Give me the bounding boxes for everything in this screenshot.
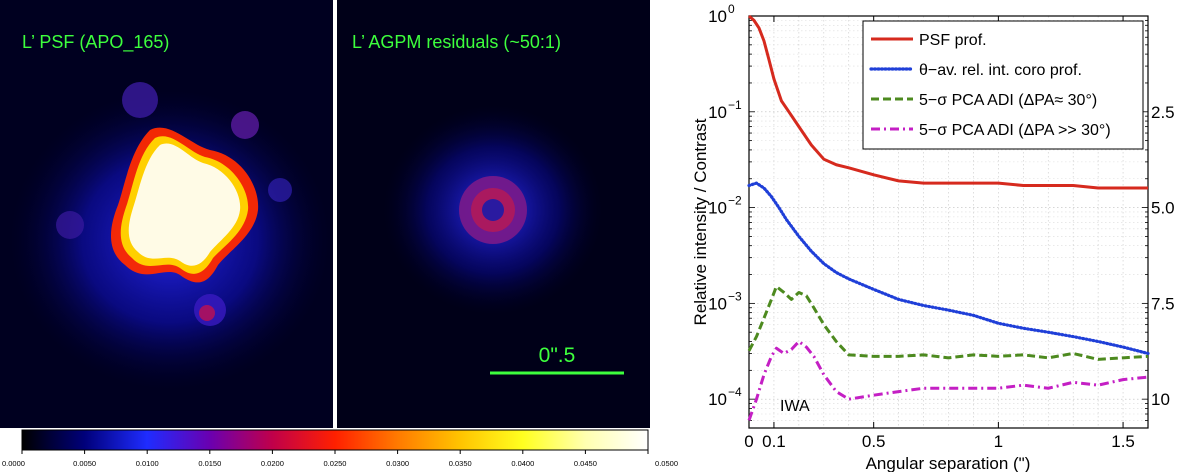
panel-separator: [333, 0, 337, 428]
residuals-panel-label: L’ AGPM residuals (~50:1): [352, 32, 561, 52]
psf-image-panel: L’ PSF (APO_165): [0, 0, 333, 428]
residuals-image-panel: L’ AGPM residuals (~50:1) 0".5: [337, 0, 650, 428]
y-tick-label: 10: [708, 7, 727, 26]
x-tick-label: 0.1: [762, 432, 786, 451]
legend-label: 5−σ PCA ADI (ΔPA≈ 30°): [919, 92, 1097, 109]
right-tick-label: 2.5: [1151, 103, 1175, 122]
y-tick-label: 10: [708, 294, 727, 313]
colorbar-tick-label: 0.0450: [574, 459, 597, 468]
psf-panel-label: L’ PSF (APO_165): [22, 32, 169, 53]
iwa-annotation: IWA: [780, 398, 810, 415]
y-tick-label: 10: [708, 390, 727, 409]
scale-bar-label: 0".5: [539, 344, 576, 367]
series-line-3: [747, 285, 1149, 361]
colorbar-tick-label: 0.0300: [386, 459, 409, 468]
y-axis-label: Relative intensity / Contrast: [691, 118, 710, 325]
right-tick-label: 5.0: [1151, 199, 1175, 218]
right-tick-label: 10: [1151, 390, 1170, 409]
chart-legend: PSF prof. θ−av. rel. int. coro prof. 5−σ P…: [862, 20, 1144, 150]
y-tick-exponent: 0: [728, 2, 735, 16]
x-tick-label: 0.5: [862, 432, 886, 451]
x-tick-label: 1: [994, 432, 1003, 451]
chart-series: [747, 14, 1150, 421]
legend-label: PSF prof.: [919, 32, 987, 49]
y-tick-exponent: −3: [728, 289, 742, 303]
series-line-2: [747, 181, 1150, 356]
colorbar-tick-label: 0.0150: [198, 459, 221, 468]
y-tick-exponent: −2: [728, 194, 742, 208]
y-tick-exponent: −4: [728, 385, 742, 399]
y-tick-exponent: −1: [728, 98, 742, 112]
colorbar: 0.0000 0.0050 0.0100 0.0150 0.0200 0.0250 0.03…: [2, 429, 678, 468]
right-tick-label: 7.5: [1151, 294, 1175, 313]
x-axis-label: Angular separation ("): [866, 454, 1031, 472]
y-tick-label: 10: [708, 103, 727, 122]
legend-label: θ−av. rel. int. coro prof.: [919, 62, 1082, 79]
series-line-1: [748, 14, 1148, 190]
colorbar-tick-label: 0.0050: [73, 459, 96, 468]
colorbar-tick-label: 0.0000: [2, 459, 25, 468]
colorbar-tick-label: 0.0400: [511, 459, 534, 468]
colorbar-tick-label: 0.0250: [324, 459, 347, 468]
plot-frame: [748, 15, 1149, 429]
y-tick-label: 10: [708, 199, 727, 218]
colorbar-tick-label: 0.0100: [136, 459, 159, 468]
legend-label: 5−σ PCA ADI (ΔPA >> 30°): [919, 122, 1111, 139]
x-tick-label: 1.5: [1111, 432, 1135, 451]
colorbar-tick-label: 0.0500: [655, 459, 678, 468]
series-line-4: [747, 339, 1149, 421]
image-figure: L’ PSF (APO_165) L’ AGPM residuals (~50:…: [0, 0, 678, 468]
colorbar-tick-label: 0.0200: [261, 459, 284, 468]
x-tick-label: 0: [744, 432, 753, 451]
colorbar-tick-label: 0.0350: [449, 459, 472, 468]
